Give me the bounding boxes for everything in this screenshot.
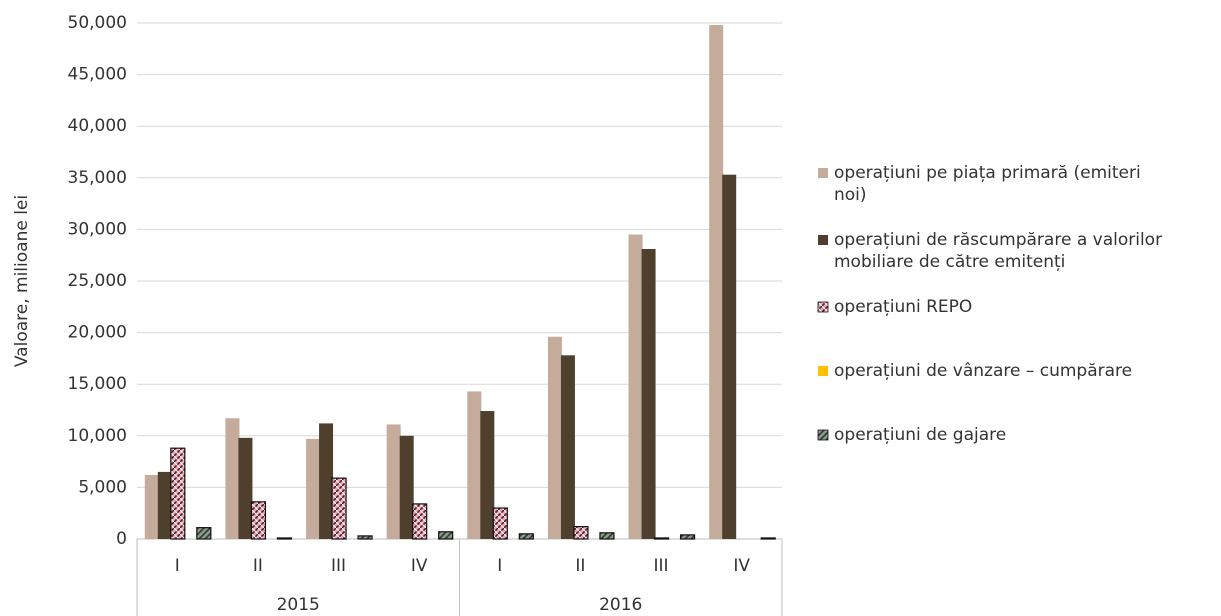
y-axis-label: Valoare, milioane lei [12,195,32,367]
bar [599,532,615,540]
bar [170,447,186,540]
bar [386,424,401,539]
bar [480,411,495,539]
bar [467,391,482,539]
bar [653,537,670,540]
bar [412,503,428,540]
x-tick-label: III [654,556,669,576]
bar [225,418,240,539]
bar [573,526,589,540]
group-label: 2016 [599,595,642,615]
legend-swatch [818,168,828,178]
x-tick-label: I [497,556,502,576]
y-tick-label: 40,000 [68,116,127,136]
bar [250,501,267,540]
y-tick-label: 30,000 [68,219,127,239]
x-tick-label: III [331,556,346,576]
y-tick-label: 45,000 [68,65,127,85]
bar [306,438,321,539]
bar [760,537,776,540]
legend-label: operațiuni de răscumpărare a valorilor m… [834,230,1167,272]
legend-label: operațiuni pe piața primară (emiteri noi… [834,163,1146,205]
legend-swatch [818,366,828,376]
bar [399,435,414,539]
bar [276,537,293,540]
bar [709,25,724,539]
y-tick-label: 15,000 [68,374,127,394]
bar [357,535,373,540]
legend-label: operațiuni de vânzare – cumpărare [834,361,1132,381]
legend-label: operațiuni de gajare [834,425,1006,445]
x-tick-label: IV [411,556,428,576]
y-tick-label: 50,000 [68,13,127,33]
bar [331,477,347,540]
group-label: 2015 [277,595,320,615]
bar [722,174,737,540]
x-tick-label: II [253,556,263,576]
y-tick-label: 20,000 [68,323,127,343]
bar [679,534,696,540]
x-tick-label: II [575,556,585,576]
legend-swatch [817,429,829,441]
bar [492,507,508,540]
y-tick-label: 0 [116,529,127,549]
bar [641,249,656,539]
y-tick-label: 25,000 [68,271,127,291]
bar [144,475,159,539]
bar [196,527,212,540]
bar [518,533,534,540]
bar [547,336,562,539]
legend-swatch [817,301,829,313]
bar [238,437,253,539]
bar [628,234,643,539]
bar [560,355,575,539]
x-tick-label: IV [733,556,750,576]
y-tick-label: 10,000 [68,426,127,446]
bar [438,531,454,540]
x-tick-label: I [175,556,180,576]
legend-label: operațiuni REPO [834,297,972,317]
legend-swatch [818,235,828,245]
bar [157,471,172,539]
y-tick-label: 5,000 [78,477,127,497]
y-tick-label: 35,000 [68,168,127,188]
bar [319,423,334,539]
